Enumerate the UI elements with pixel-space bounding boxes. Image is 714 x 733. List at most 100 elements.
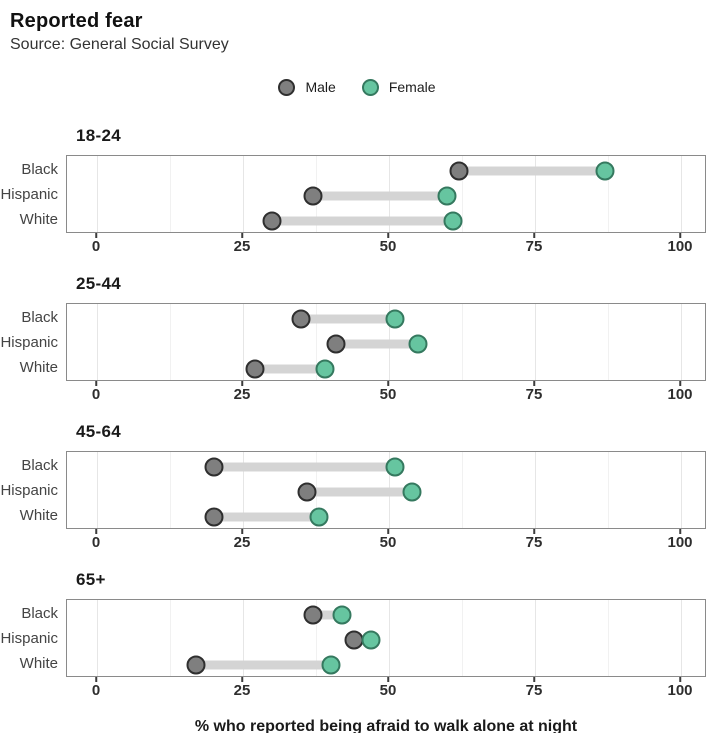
- gridline-minor: [462, 600, 463, 676]
- gridline-major: [97, 304, 98, 380]
- tick-mark: [95, 677, 97, 682]
- plot-panel: [66, 155, 706, 233]
- male-dot: [262, 211, 282, 231]
- legend-item-female: Female: [361, 78, 436, 96]
- gridline-minor: [170, 156, 171, 232]
- tick-label: 100: [667, 682, 693, 699]
- gridline-minor: [462, 156, 463, 232]
- dumbbell-connector: [213, 512, 319, 522]
- gridline-major: [681, 452, 682, 528]
- dumbbell-connector: [254, 364, 325, 374]
- female-dot: [437, 186, 457, 206]
- dumbbell-connector: [272, 216, 454, 226]
- tick-mark: [533, 233, 535, 238]
- dumbbell-connector: [307, 487, 413, 497]
- tick-label: 75: [525, 238, 543, 255]
- legend-item-male: Male: [278, 78, 336, 96]
- tick-mark: [95, 381, 97, 386]
- tick-mark: [533, 677, 535, 682]
- facet-title: 65+: [76, 570, 106, 589]
- gridline-minor: [170, 600, 171, 676]
- legend-label: Male: [305, 79, 336, 95]
- tick-label: 75: [525, 682, 543, 699]
- category-label: Black: [21, 605, 58, 622]
- gridline-major: [243, 304, 244, 380]
- facet-title: 25-44: [76, 274, 121, 293]
- tick-mark: [679, 529, 681, 534]
- legend-label: Female: [388, 79, 436, 95]
- facet-25-44: 25-44 Black Hispanic White 0 25 50 75 100: [0, 274, 714, 405]
- tick-mark: [387, 529, 389, 534]
- chart-header: Reported fear Source: General Social Sur…: [0, 0, 714, 56]
- tick-label: 75: [525, 386, 543, 403]
- plot-panel: [66, 303, 706, 381]
- gridline-minor: [170, 452, 171, 528]
- tick-label: 50: [379, 386, 397, 403]
- female-dot: [595, 161, 615, 181]
- tick-mark: [387, 233, 389, 238]
- facet-18-24: 18-24 Black Hispanic White 0 25 50 75 100: [0, 126, 714, 257]
- tick-label: 0: [91, 386, 101, 403]
- tick-label: 100: [667, 386, 693, 403]
- x-axis: 0 25 50 75 100: [66, 381, 706, 405]
- male-dot: [326, 334, 346, 354]
- tick-label: 50: [379, 238, 397, 255]
- male-dot: [204, 507, 224, 527]
- dumbbell-connector: [313, 610, 343, 620]
- male-dot: [291, 309, 311, 329]
- facet-body: Black Hispanic White: [0, 451, 714, 529]
- dumbbell-connector: [313, 191, 448, 201]
- facet-65+: 65+ Black Hispanic White 0 25 50 75 100: [0, 570, 714, 701]
- x-axis: 0 25 50 75 100: [66, 233, 706, 257]
- female-dot: [332, 605, 352, 625]
- legend: Male Female: [0, 76, 714, 98]
- x-axis: 0 25 50 75 100: [66, 677, 706, 701]
- female-legend-swatch-icon: [361, 78, 379, 96]
- facet-body: Black Hispanic White: [0, 303, 714, 381]
- female-dot: [361, 630, 381, 650]
- female-dot: [309, 507, 329, 527]
- tick-mark: [241, 381, 243, 386]
- chart-subtitle: Source: General Social Survey: [10, 36, 229, 53]
- tick-mark: [679, 233, 681, 238]
- gridline-minor: [608, 156, 609, 232]
- tick-label: 25: [233, 682, 251, 699]
- plot-panel: [66, 599, 706, 677]
- category-label: White: [19, 655, 58, 672]
- male-dot: [303, 186, 323, 206]
- facet-body: Black Hispanic White: [0, 155, 714, 233]
- category-label: Hispanic: [0, 334, 58, 351]
- tick-mark: [241, 233, 243, 238]
- category-label: Black: [21, 457, 58, 474]
- category-label: White: [19, 507, 58, 524]
- female-dot: [315, 359, 335, 379]
- gridline-major: [535, 304, 536, 380]
- tick-label: 0: [91, 534, 101, 551]
- tick-mark: [241, 529, 243, 534]
- tick-label: 100: [667, 238, 693, 255]
- male-dot: [303, 605, 323, 625]
- female-dot: [321, 655, 341, 675]
- male-dot: [449, 161, 469, 181]
- gridline-major: [681, 600, 682, 676]
- tick-mark: [533, 529, 535, 534]
- gridline-major: [97, 600, 98, 676]
- gridline-minor: [608, 600, 609, 676]
- gridline-minor: [462, 304, 463, 380]
- tick-label: 25: [233, 238, 251, 255]
- gridline-major: [535, 156, 536, 232]
- category-label: Black: [21, 309, 58, 326]
- category-label: Hispanic: [0, 186, 58, 203]
- gridline-minor: [316, 600, 317, 676]
- dumbbell-connector: [301, 314, 395, 324]
- facet-panels: 18-24 Black Hispanic White 0 25 50 75 100 25-44 Bl…: [0, 126, 714, 701]
- chart-title: Reported fear: [10, 10, 143, 32]
- tick-label: 25: [233, 386, 251, 403]
- gridline-minor: [462, 452, 463, 528]
- female-dot: [385, 309, 405, 329]
- male-dot: [245, 359, 265, 379]
- male-dot: [204, 457, 224, 477]
- tick-mark: [241, 677, 243, 682]
- category-label: Hispanic: [0, 482, 58, 499]
